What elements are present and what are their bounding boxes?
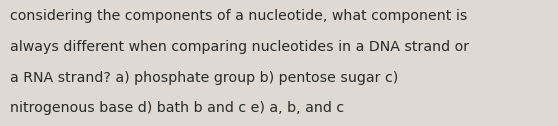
Text: considering the components of a nucleotide, what component is: considering the components of a nucleoti… [10,9,468,23]
Text: a RNA strand? a) phosphate group b) pentose sugar c): a RNA strand? a) phosphate group b) pent… [10,71,398,85]
Text: always different when comparing nucleotides in a DNA strand or: always different when comparing nucleoti… [10,40,469,54]
Text: nitrogenous base d) bath b and c e) a, b, and c: nitrogenous base d) bath b and c e) a, b… [10,101,344,115]
